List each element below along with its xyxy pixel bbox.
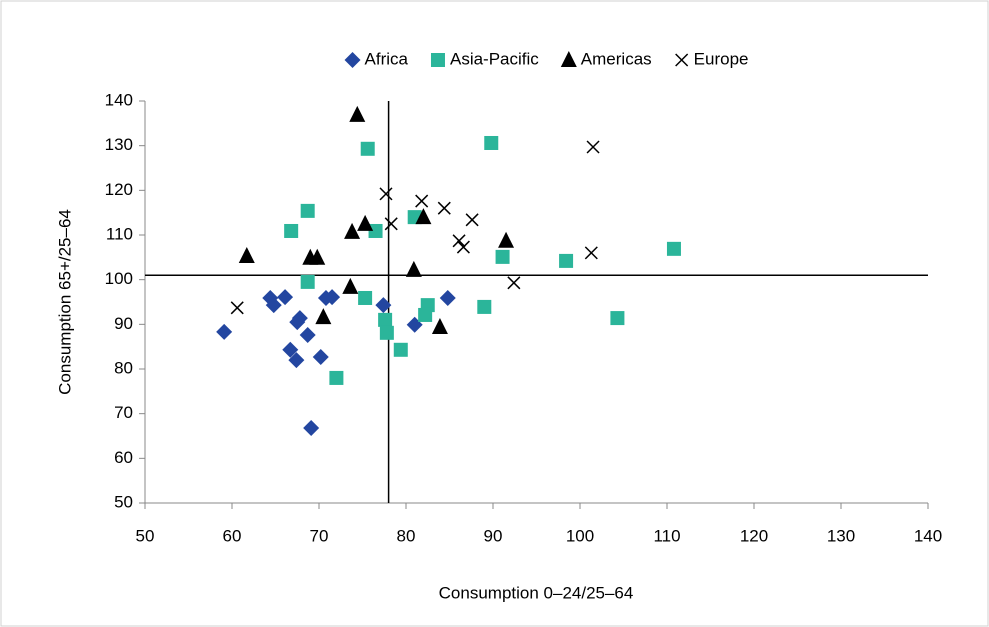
x-tick-label: 110 (653, 526, 680, 545)
point (284, 223, 299, 238)
x-tick-label: 140 (914, 526, 942, 545)
y-tick-label: 100 (105, 269, 133, 288)
point (437, 201, 451, 215)
x-tick-label: 130 (827, 526, 855, 545)
y-tick-label: 60 (114, 448, 133, 467)
x-tick-label: 120 (740, 526, 768, 545)
point (358, 290, 373, 305)
y-tick-label: 130 (105, 135, 133, 154)
point (610, 311, 625, 326)
point (507, 276, 521, 290)
point (452, 234, 466, 248)
point (265, 297, 282, 314)
point (309, 248, 326, 265)
y-tick-label: 140 (105, 90, 133, 109)
point (415, 194, 429, 208)
point (299, 327, 316, 344)
x-tick-label: 100 (566, 526, 594, 545)
point (349, 105, 366, 122)
x-tick-label: 90 (484, 526, 503, 545)
legend-label: Europe (694, 49, 749, 68)
point (329, 370, 344, 385)
point (289, 314, 306, 331)
point (379, 325, 394, 340)
point (415, 208, 432, 225)
point (666, 241, 681, 256)
point (495, 249, 510, 264)
point (393, 342, 408, 357)
legend-marker (675, 53, 689, 67)
point (303, 419, 320, 436)
point (465, 213, 479, 227)
legend-label: Americas (581, 49, 652, 68)
legend-label: Asia-Pacific (450, 49, 539, 68)
point (216, 323, 233, 340)
point (277, 289, 294, 306)
legend-marker (344, 52, 361, 68)
legend-marker (430, 53, 445, 67)
point (230, 301, 244, 315)
y-tick-label: 50 (114, 492, 133, 511)
point (405, 260, 422, 277)
y-tick-label: 80 (114, 358, 133, 377)
point (586, 140, 600, 154)
point (344, 222, 361, 239)
point (357, 214, 374, 231)
point (418, 307, 433, 322)
point (375, 297, 392, 314)
point (378, 312, 393, 327)
point (342, 277, 359, 294)
point (584, 246, 598, 260)
x-tick-label: 50 (136, 526, 155, 545)
y-tick-label: 120 (105, 180, 133, 199)
x-tick-label: 60 (223, 526, 242, 545)
y-axis-label: Consumption 65+/25–64 (55, 209, 74, 395)
point (360, 141, 375, 156)
point (282, 341, 299, 358)
point (368, 223, 383, 238)
point (477, 299, 492, 314)
point (288, 352, 305, 369)
point (384, 217, 398, 231)
y-tick-label: 90 (114, 314, 133, 333)
x-tick-label: 80 (397, 526, 416, 545)
y-tick-label: 70 (114, 403, 133, 422)
point (559, 253, 574, 268)
legend-marker (560, 51, 577, 67)
legend-label: Africa (365, 49, 409, 68)
point (312, 348, 329, 365)
point (431, 318, 448, 335)
point (456, 240, 470, 254)
point (300, 203, 315, 218)
x-axis-label: Consumption 0–24/25–64 (439, 583, 634, 602)
point (238, 246, 255, 263)
point (315, 308, 332, 325)
point (379, 187, 393, 201)
point (484, 135, 499, 150)
point (439, 289, 456, 306)
y-tick-label: 110 (106, 224, 133, 243)
point (324, 289, 341, 306)
point (300, 274, 315, 289)
point (498, 231, 515, 248)
x-tick-label: 70 (310, 526, 329, 545)
